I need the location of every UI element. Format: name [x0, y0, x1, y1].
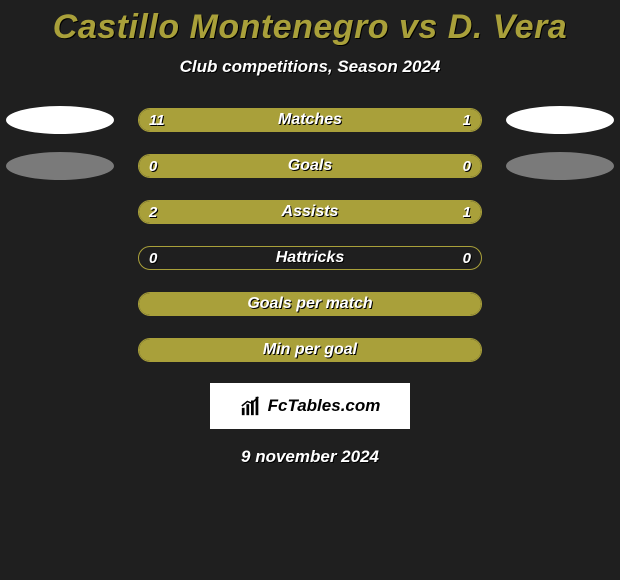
player1-name: Castillo Montenegro: [53, 8, 389, 46]
bar-label: Hattricks: [139, 247, 481, 269]
bar-right: [402, 109, 481, 131]
watermark-badge: FcTables.com: [210, 383, 410, 429]
date-label: 9 november 2024: [0, 447, 620, 467]
left-ellipse: [6, 106, 114, 134]
bar-track: Assists21: [138, 200, 482, 224]
stat-row: Goals per match: [0, 281, 620, 327]
right-ellipse: [506, 152, 614, 180]
bar-left: [139, 155, 481, 177]
subtitle: Club competitions, Season 2024: [0, 57, 620, 77]
bar-left: [139, 109, 402, 131]
comparison-chart: Matches111 Goals00 Assists21 Hattricks0 0 Goa…: [0, 97, 620, 373]
bar-track: Goals00: [138, 154, 482, 178]
bar-value-left: 0: [149, 247, 157, 269]
stat-row: Matches111: [0, 97, 620, 143]
bar-left: [139, 339, 481, 361]
page-title: Castillo Montenegro vs D. Vera: [0, 0, 620, 47]
bar-track: Goals per match: [138, 292, 482, 316]
chart-icon: [240, 395, 262, 417]
bar-value-right: 0: [463, 247, 471, 269]
bar-right: [416, 201, 481, 223]
watermark-text: FcTables.com: [268, 396, 381, 416]
stat-row: Assists21: [0, 189, 620, 235]
stat-row: Goals00: [0, 143, 620, 189]
bar-track: Matches111: [138, 108, 482, 132]
bar-track: Hattricks0 0: [138, 246, 482, 270]
stat-row: Min per goal: [0, 327, 620, 373]
title-separator: vs: [389, 8, 448, 46]
bar-left: [139, 293, 481, 315]
left-ellipse: [6, 152, 114, 180]
right-ellipse: [506, 106, 614, 134]
stat-row: Hattricks0 0: [0, 235, 620, 281]
player2-name: D. Vera: [448, 8, 567, 46]
bar-track: Min per goal: [138, 338, 482, 362]
bar-left: [139, 201, 416, 223]
